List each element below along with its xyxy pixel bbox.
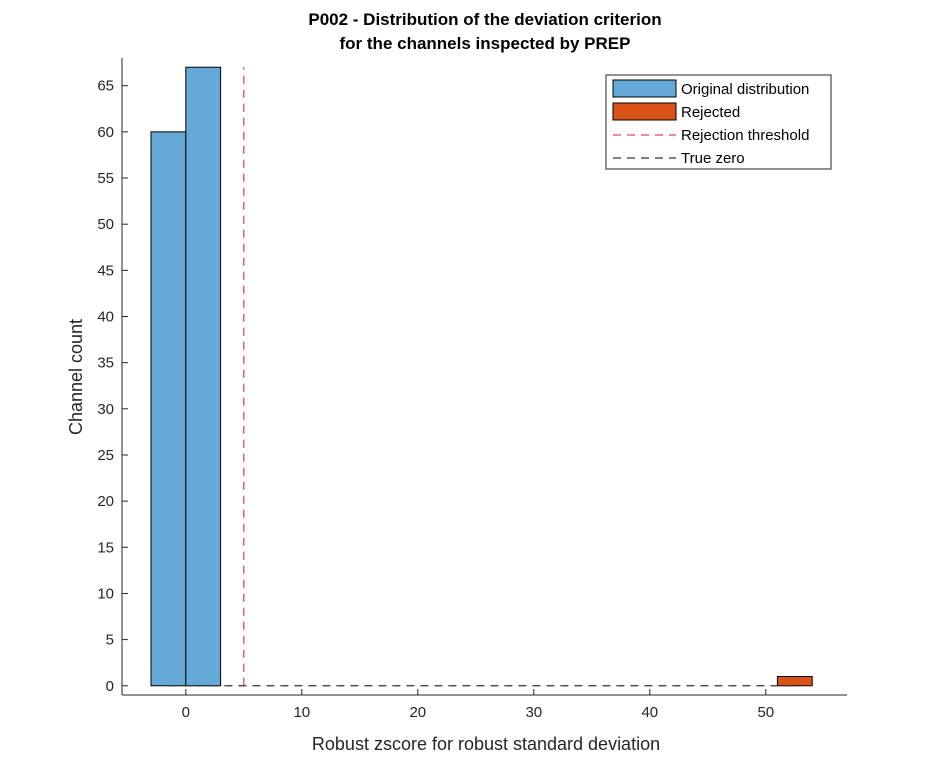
y-tick-label-15: 15 [97, 539, 114, 556]
legend-label-rejection-threshold: Rejection threshold [681, 127, 809, 144]
x-tick-label-10: 10 [293, 704, 310, 721]
x-axis-ticks: 0 10 20 30 40 50 [182, 689, 774, 721]
y-tick-label-40: 40 [97, 308, 114, 325]
y-tick-label-35: 35 [97, 355, 114, 372]
y-tick-label-10: 10 [97, 585, 114, 602]
axes [121, 58, 847, 696]
x-tick-label-50: 50 [757, 704, 774, 721]
plot-area: 0 10 20 30 40 50 0 5 10 15 20 25 30 35 40 45 50 55 60 65 [97, 58, 847, 721]
y-tick-label-5: 5 [106, 632, 114, 649]
x-tick-label-0: 0 [182, 704, 190, 721]
y-tick-label-65: 65 [97, 78, 114, 95]
y-axis-label: Channel count [66, 319, 86, 435]
y-tick-label-50: 50 [97, 216, 114, 233]
x-tick-label-20: 20 [409, 704, 426, 721]
chart-title-line-2: for the channels inspected by PREP [340, 34, 631, 53]
y-tick-label-20: 20 [97, 493, 114, 510]
histogram-bars [150, 66, 813, 687]
x-tick-label-40: 40 [641, 704, 658, 721]
y-tick-label-30: 30 [97, 401, 114, 418]
legend-label-true-zero: True zero [681, 150, 745, 167]
legend-label-original: Original distribution [681, 81, 809, 98]
reference-lines [168, 67, 801, 687]
bar-rejected-0 [776, 676, 813, 687]
x-tick-label-30: 30 [525, 704, 542, 721]
bar-original-1 [185, 66, 222, 687]
bar-original-0 [150, 131, 187, 687]
chart-title-line-1: P002 - Distribution of the deviation cri… [308, 10, 661, 29]
legend: Original distribution Rejected Rejection… [605, 74, 832, 170]
legend-swatch-original [612, 79, 677, 98]
x-axis-label: Robust zscore for robust standard deviat… [312, 734, 660, 754]
y-tick-label-0: 0 [106, 678, 114, 695]
y-tick-label-25: 25 [97, 447, 114, 464]
y-tick-label-60: 60 [97, 124, 114, 141]
y-tick-label-45: 45 [97, 262, 114, 279]
legend-swatch-rejected [612, 102, 677, 121]
y-tick-label-55: 55 [97, 170, 114, 187]
y-axis-ticks: 0 5 10 15 20 25 30 35 40 45 50 55 60 65 [97, 78, 128, 695]
legend-label-rejected: Rejected [681, 104, 740, 121]
